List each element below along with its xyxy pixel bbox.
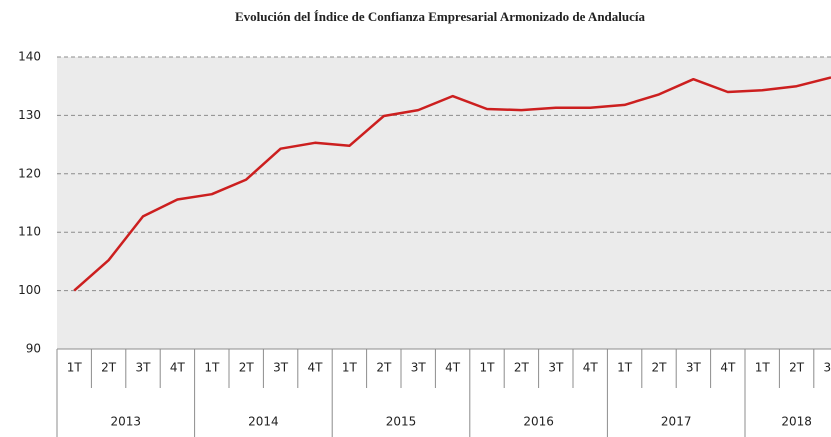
plot-area: [57, 57, 831, 349]
y-tick-label: 90: [26, 342, 41, 356]
year-label: 2015: [386, 415, 417, 429]
x-tick-label: 3T: [686, 361, 702, 375]
x-tick-label: 2T: [652, 361, 668, 375]
x-tick-label: 3T: [824, 361, 831, 375]
x-tick-label: 2T: [514, 361, 530, 375]
x-tick-label: 1T: [480, 361, 496, 375]
x-tick-label: 4T: [308, 361, 324, 375]
chart-title: Evolución del Índice de Confianza Empres…: [235, 9, 646, 24]
year-label: 2018: [781, 415, 812, 429]
year-label: 2013: [111, 415, 142, 429]
x-tick-label: 4T: [583, 361, 599, 375]
x-tick-label: 2T: [101, 361, 117, 375]
x-tick-label: 3T: [136, 361, 152, 375]
x-tick-label: 4T: [170, 361, 186, 375]
x-tick-label: 1T: [204, 361, 220, 375]
y-tick-label: 140: [18, 50, 41, 64]
y-tick-label: 120: [18, 166, 41, 180]
x-tick-label: 2T: [239, 361, 255, 375]
y-tick-label: 110: [18, 225, 41, 239]
x-tick-label: 3T: [548, 361, 564, 375]
x-tick-label: 1T: [67, 361, 83, 375]
line-series: [73, 76, 831, 292]
x-tick-label: 2T: [376, 361, 392, 375]
x-tick-label: 3T: [411, 361, 427, 375]
x-tick-label: 2T: [789, 361, 805, 375]
x-tick-label: 1T: [617, 361, 633, 375]
y-tick-label: 130: [18, 108, 41, 122]
x-tick-label: 3T: [273, 361, 289, 375]
x-tick-label: 4T: [720, 361, 736, 375]
year-label: 2014: [248, 415, 279, 429]
x-tick-label: 1T: [342, 361, 358, 375]
year-label: 2016: [523, 415, 554, 429]
y-tick-label: 100: [18, 283, 41, 297]
year-label: 2017: [661, 415, 692, 429]
x-tick-label: 4T: [445, 361, 461, 375]
x-tick-label: 1T: [755, 361, 771, 375]
